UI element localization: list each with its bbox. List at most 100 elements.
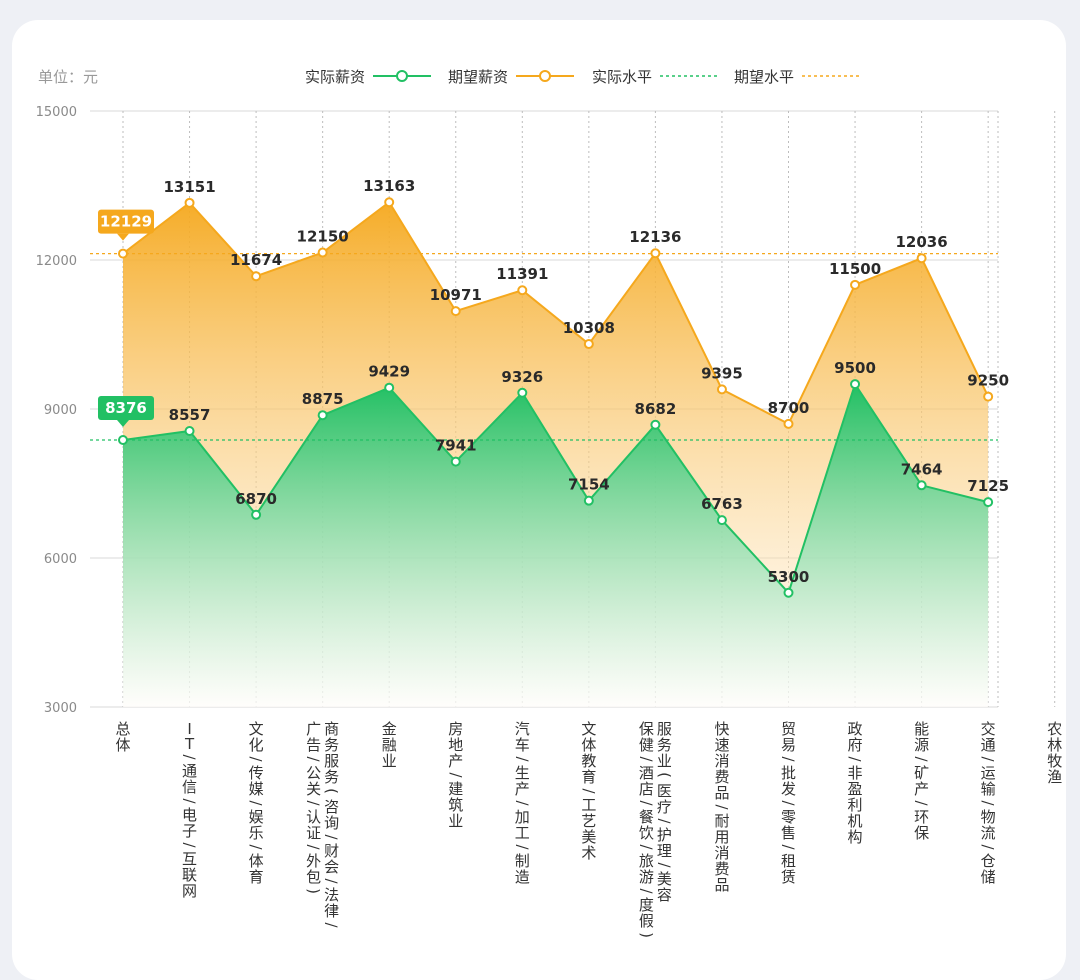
category-label: 互 bbox=[182, 850, 197, 868]
category-label: 酒 bbox=[639, 764, 654, 782]
category-label: I bbox=[187, 720, 191, 738]
category-label: 律 bbox=[324, 902, 339, 920]
actual-salary-value-label: 6870 bbox=[235, 490, 277, 508]
category-label: 速 bbox=[714, 736, 729, 754]
category-label: 非 bbox=[848, 764, 863, 782]
legend-label: 实际薪资 bbox=[305, 68, 365, 86]
category-label: / bbox=[637, 800, 655, 806]
category-label: 储 bbox=[981, 868, 996, 886]
category-label: 健 bbox=[639, 736, 654, 754]
y-tick-label: 15000 bbox=[36, 105, 77, 120]
category-label: / bbox=[181, 842, 199, 848]
category-label: 仓 bbox=[981, 852, 996, 870]
actual-salary-point bbox=[583, 495, 594, 506]
expected-salary-point bbox=[384, 197, 395, 208]
category-label: / bbox=[513, 800, 531, 806]
expected-salary-value-label: 9250 bbox=[967, 372, 1009, 390]
category-label: 体 bbox=[581, 736, 596, 754]
expected-salary-value-label: 9395 bbox=[701, 364, 743, 382]
category-label: 文 bbox=[581, 720, 596, 738]
actual-salary-point bbox=[650, 419, 661, 430]
actual-salary-point bbox=[716, 515, 727, 526]
category-label: / bbox=[181, 798, 199, 804]
category-label: 护 bbox=[657, 826, 672, 844]
expected-salary-badge bbox=[98, 209, 154, 234]
category-label: 旅 bbox=[639, 852, 654, 870]
category-label: 业 bbox=[382, 752, 397, 770]
category-label: 融 bbox=[382, 736, 397, 754]
category-label: 网 bbox=[182, 882, 197, 900]
category-label: 金 bbox=[382, 720, 397, 738]
actual-salary-value-label: 6763 bbox=[701, 495, 743, 513]
actual-salary-value-label: 5300 bbox=[768, 568, 810, 586]
category-label: 子 bbox=[182, 822, 197, 840]
category-label: 乐 bbox=[249, 824, 264, 842]
category-label: / bbox=[247, 756, 265, 762]
category-label: 饮 bbox=[639, 824, 654, 842]
category-label: ( bbox=[655, 772, 673, 778]
category-label: 餐 bbox=[639, 808, 654, 826]
category-label: 生 bbox=[515, 764, 530, 782]
category-label: 询 bbox=[324, 814, 339, 832]
category-label: / bbox=[846, 756, 864, 762]
category-label: 售 bbox=[781, 824, 796, 842]
category-label: 消 bbox=[714, 752, 729, 770]
category-label: 流 bbox=[981, 824, 996, 842]
category-label: 法 bbox=[324, 886, 339, 904]
expected-salary-point bbox=[118, 248, 128, 259]
expected-salary-point bbox=[916, 253, 927, 264]
category-label: / bbox=[979, 756, 997, 762]
category-label: / bbox=[513, 844, 531, 850]
category-label: 会 bbox=[324, 858, 339, 876]
category-label: 发 bbox=[781, 780, 796, 798]
category-label: 咨 bbox=[324, 798, 339, 816]
expected-salary-point bbox=[850, 279, 861, 290]
category-label: 房 bbox=[448, 720, 463, 738]
category-label: 费 bbox=[714, 860, 729, 878]
category-label: 产 bbox=[914, 780, 929, 798]
actual-salary-value-label: 7464 bbox=[901, 460, 943, 478]
actual-salary-point bbox=[850, 379, 861, 390]
y-tick-label: 9000 bbox=[44, 403, 77, 418]
category-label: 制 bbox=[515, 852, 530, 870]
category-label: 运 bbox=[981, 764, 996, 782]
category-label: 假 bbox=[639, 912, 654, 930]
expected-salary-point bbox=[517, 285, 528, 296]
category-label: 品 bbox=[714, 876, 729, 894]
expected-salary-point bbox=[251, 271, 262, 282]
category-label: / bbox=[447, 772, 465, 778]
category-label: ( bbox=[323, 788, 341, 794]
actual-salary-value-label: 9500 bbox=[834, 359, 876, 377]
category-label: 工 bbox=[515, 824, 530, 842]
actual-salary-point bbox=[184, 426, 195, 437]
expected-salary-point bbox=[983, 391, 994, 402]
category-label: 游 bbox=[639, 868, 654, 886]
category-label: / bbox=[637, 888, 655, 894]
category-label: 渔 bbox=[1047, 768, 1062, 786]
category-label: 外 bbox=[306, 852, 321, 870]
category-label: 美 bbox=[657, 870, 672, 888]
y-tick-label: 12000 bbox=[36, 254, 77, 269]
category-label: 广 bbox=[306, 720, 321, 738]
category-label: 农 bbox=[1047, 720, 1062, 738]
category-label: ) bbox=[637, 932, 655, 938]
actual-salary-value-label: 9429 bbox=[368, 363, 410, 381]
category-label: 业 bbox=[448, 812, 463, 830]
category-label: 体 bbox=[249, 852, 264, 870]
actual-salary-line bbox=[122, 381, 989, 595]
y-tick-label: 3000 bbox=[44, 701, 77, 716]
category-label: / bbox=[323, 834, 341, 840]
category-label: / bbox=[323, 922, 341, 928]
category-label: 告 bbox=[306, 736, 321, 754]
category-label: 电 bbox=[182, 806, 197, 824]
category-label: 源 bbox=[914, 736, 929, 754]
category-label: 业 bbox=[657, 752, 672, 770]
category-label: 公 bbox=[306, 764, 321, 782]
category-label: 务 bbox=[324, 736, 339, 754]
category-label: 府 bbox=[848, 736, 863, 754]
category-label: / bbox=[305, 800, 323, 806]
actual-salary-point bbox=[317, 410, 328, 421]
category-label: 通 bbox=[182, 762, 197, 780]
category-label: 消 bbox=[714, 844, 729, 862]
actual-salary-badge-pointer bbox=[117, 419, 129, 427]
